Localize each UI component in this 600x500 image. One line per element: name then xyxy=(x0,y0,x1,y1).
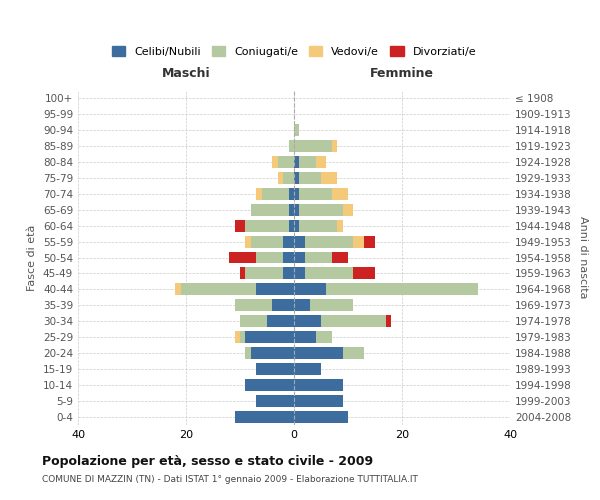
Y-axis label: Anni di nascita: Anni di nascita xyxy=(578,216,588,298)
Bar xyxy=(316,156,326,168)
Text: COMUNE DI MAZZIN (TN) - Dati ISTAT 1° gennaio 2009 - Elaborazione TUTTITALIA.IT: COMUNE DI MAZZIN (TN) - Dati ISTAT 1° ge… xyxy=(42,475,418,484)
Bar xyxy=(235,411,294,423)
Bar xyxy=(245,268,283,280)
Bar xyxy=(256,284,294,296)
Bar xyxy=(235,220,245,232)
Bar xyxy=(294,124,299,136)
Bar xyxy=(294,220,299,232)
Bar xyxy=(245,332,294,343)
Bar xyxy=(245,236,251,248)
Bar xyxy=(294,172,299,184)
Bar xyxy=(305,252,332,264)
Bar xyxy=(175,284,181,296)
Bar xyxy=(251,204,289,216)
Bar xyxy=(343,204,353,216)
Bar xyxy=(256,363,294,375)
Bar xyxy=(245,220,289,232)
Bar xyxy=(294,379,343,391)
Bar xyxy=(299,220,337,232)
Bar xyxy=(278,156,294,168)
Bar xyxy=(321,172,337,184)
Bar xyxy=(229,252,256,264)
Bar xyxy=(235,300,272,312)
Bar xyxy=(332,252,348,264)
Bar xyxy=(181,284,256,296)
Bar xyxy=(272,300,294,312)
Bar xyxy=(332,140,337,152)
Bar xyxy=(251,347,294,359)
Bar xyxy=(299,172,321,184)
Bar xyxy=(240,332,245,343)
Bar xyxy=(283,172,294,184)
Y-axis label: Fasce di età: Fasce di età xyxy=(28,224,37,290)
Bar xyxy=(316,332,332,343)
Bar xyxy=(353,236,364,248)
Bar xyxy=(294,284,326,296)
Bar xyxy=(294,347,343,359)
Bar xyxy=(326,284,478,296)
Bar xyxy=(294,252,305,264)
Text: Popolazione per età, sesso e stato civile - 2009: Popolazione per età, sesso e stato civil… xyxy=(42,455,373,468)
Bar xyxy=(299,188,332,200)
Bar xyxy=(272,156,278,168)
Bar xyxy=(240,316,267,328)
Bar xyxy=(256,252,283,264)
Bar xyxy=(386,316,391,328)
Bar xyxy=(294,236,305,248)
Bar xyxy=(283,268,294,280)
Text: Maschi: Maschi xyxy=(161,68,211,80)
Bar xyxy=(289,140,294,152)
Bar xyxy=(332,188,348,200)
Legend: Celibi/Nubili, Coniugati/e, Vedovi/e, Divorziati/e: Celibi/Nubili, Coniugati/e, Vedovi/e, Di… xyxy=(107,42,481,62)
Bar xyxy=(337,220,343,232)
Bar xyxy=(294,300,310,312)
Bar xyxy=(310,300,353,312)
Bar xyxy=(251,236,283,248)
Bar xyxy=(299,204,343,216)
Bar xyxy=(283,236,294,248)
Bar xyxy=(294,332,316,343)
Bar xyxy=(353,268,375,280)
Bar xyxy=(321,316,386,328)
Bar xyxy=(256,188,262,200)
Bar xyxy=(343,347,364,359)
Bar xyxy=(299,156,316,168)
Bar xyxy=(294,268,305,280)
Bar xyxy=(256,395,294,407)
Bar xyxy=(245,347,251,359)
Bar xyxy=(364,236,375,248)
Bar xyxy=(240,268,245,280)
Bar xyxy=(294,204,299,216)
Bar xyxy=(289,204,294,216)
Bar xyxy=(294,395,343,407)
Bar xyxy=(278,172,283,184)
Bar xyxy=(294,411,348,423)
Bar xyxy=(294,316,321,328)
Bar xyxy=(294,363,321,375)
Text: Femmine: Femmine xyxy=(370,68,434,80)
Bar xyxy=(305,236,353,248)
Bar xyxy=(294,156,299,168)
Bar xyxy=(305,268,353,280)
Bar xyxy=(235,332,240,343)
Bar xyxy=(294,188,299,200)
Bar xyxy=(245,379,294,391)
Bar xyxy=(294,140,332,152)
Bar xyxy=(283,252,294,264)
Bar xyxy=(289,188,294,200)
Bar xyxy=(262,188,289,200)
Bar xyxy=(267,316,294,328)
Bar xyxy=(289,220,294,232)
